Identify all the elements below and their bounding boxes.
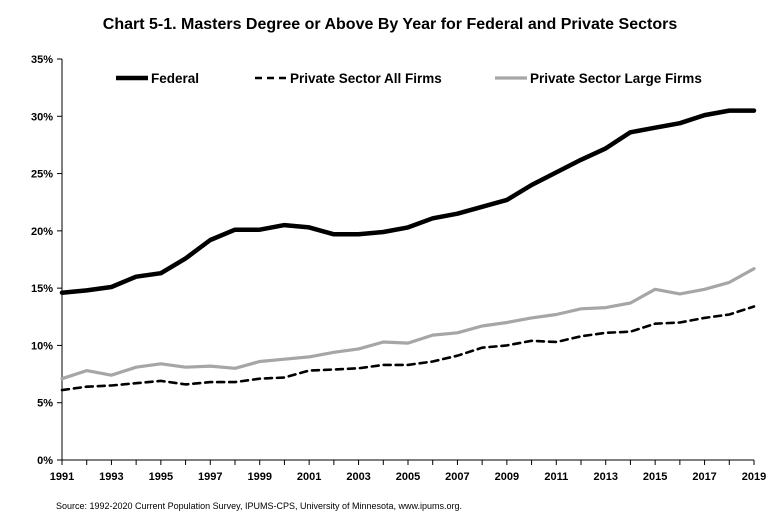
- series-line-private-sector-large-firms: [60, 267, 756, 381]
- x-tick-label: 2019: [742, 471, 766, 483]
- chart-title: Chart 5-1. Masters Degree or Above By Ye…: [103, 16, 678, 33]
- y-tick-label: 25%: [31, 169, 53, 181]
- y-tick-label: 0%: [37, 455, 53, 467]
- y-tick-label: 20%: [31, 226, 53, 238]
- x-tick-label: 2017: [692, 471, 716, 483]
- x-tick-label: 2009: [495, 471, 519, 483]
- source-note: Source: 1992-2020 Current Population Sur…: [56, 501, 462, 511]
- x-tick-label: 1997: [198, 471, 222, 483]
- series-layer: [59, 108, 757, 392]
- x-tick-label: 2013: [593, 471, 617, 483]
- x-ticks: 1991 1993 1995 1997 1999 2001 2003 2005 2007 2009…: [50, 460, 766, 483]
- x-tick-label: 2011: [544, 471, 568, 483]
- legend-label-federal: Federal: [151, 71, 199, 86]
- series-line-private-sector-all-firms: [60, 305, 756, 392]
- legend-label-private-sector-large-firms: Private Sector Large Firms: [530, 71, 702, 86]
- y-tick-label: 35%: [31, 54, 53, 66]
- x-tick-label: 1999: [247, 471, 271, 483]
- y-tick-label: 5%: [37, 398, 53, 410]
- y-ticks: 0% 5% 10% 15% 20% 25% 30% 35%: [31, 54, 62, 467]
- axes: [61, 59, 754, 461]
- x-tick-label: 1991: [50, 471, 74, 483]
- legend: Federal Private Sector All Firms Private S…: [116, 71, 702, 86]
- legend-label-private-sector-all-firms: Private Sector All Firms: [290, 71, 442, 86]
- x-tick-label: 2003: [346, 471, 370, 483]
- y-tick-label: 15%: [31, 283, 53, 295]
- y-tick-label: 30%: [31, 111, 53, 123]
- series-line-federal: [59, 108, 757, 295]
- x-tick-label: 1993: [99, 471, 123, 483]
- x-tick-label: 2015: [643, 471, 667, 483]
- x-tick-label: 2007: [445, 471, 469, 483]
- x-tick-label: 2001: [297, 471, 321, 483]
- x-tick-label: 2005: [396, 471, 420, 483]
- y-tick-label: 10%: [31, 340, 53, 352]
- x-tick-label: 1995: [149, 471, 173, 483]
